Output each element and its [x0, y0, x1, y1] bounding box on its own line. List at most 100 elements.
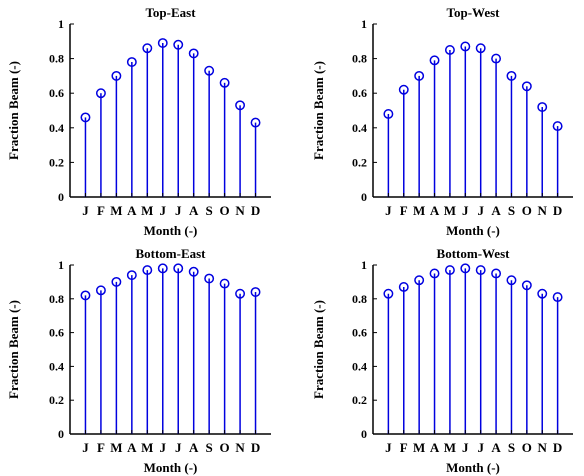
- panel-4-y-tick-label: 0.2: [352, 393, 367, 407]
- panel-3-y-tick-label: 0: [58, 427, 64, 441]
- panel-2-marker: [460, 41, 471, 52]
- panel-4-y-tick-label: 0.6: [352, 326, 367, 340]
- panel-4-marker: [414, 275, 425, 286]
- panel-2-marker: [475, 43, 486, 54]
- panel-3-marker: [204, 273, 215, 284]
- panel-2-x-tick-label: A: [430, 203, 440, 218]
- panel-2-y-label: Fraction Beam (-): [311, 61, 326, 160]
- panel-2-y-tick-label: 0.6: [352, 86, 367, 100]
- panel-3-x-tick-label: A: [189, 440, 199, 455]
- panel-4-x-tick-label: A: [430, 440, 440, 455]
- panel-1-y-label: Fraction Beam (-): [6, 61, 21, 160]
- panel-1-marker: [157, 38, 168, 48]
- panel-2-title: Top-West: [447, 5, 501, 20]
- panel-2-marker: [383, 109, 394, 119]
- panel-3-x-tick-label: O: [220, 440, 230, 455]
- panel-2-x-tick-label: F: [400, 203, 408, 218]
- panel-2-y-tick-label: 0: [361, 190, 367, 204]
- panel-1-marker: [250, 117, 261, 128]
- panel-2-x-tick-label: J: [385, 203, 392, 218]
- panel-2-marker: [398, 84, 409, 95]
- panel-2-marker: [414, 70, 425, 81]
- panel-3-marker: [95, 285, 106, 296]
- panel-1-marker: [204, 65, 215, 76]
- panel-3-x-label: Month (-): [144, 460, 198, 475]
- panel-4-x-tick-label: O: [522, 440, 532, 455]
- panel-3-y-tick-label: 1: [58, 258, 64, 272]
- panel-3-marker: [157, 263, 168, 274]
- panel-3-y-tick-label: 0.2: [49, 393, 64, 407]
- panel-2-y-tick-label: 0.4: [352, 121, 367, 135]
- panel-1-x-tick-label: M: [110, 203, 122, 218]
- panel-2-y-tick-label: 0.2: [352, 155, 367, 169]
- panel-4-y-tick-label: 1: [361, 258, 367, 272]
- panel-1-marker: [188, 48, 199, 59]
- panel-4-marker: [506, 275, 517, 286]
- panel-1-marker: [235, 100, 246, 111]
- panel-1-x-tick-label: J: [82, 203, 89, 218]
- panel-2-y-tick-label: 1: [361, 17, 367, 31]
- panel-3-y-tick-label: 0.4: [49, 359, 64, 373]
- panel-1-marker: [95, 88, 106, 99]
- panel-1-x-tick-label: A: [189, 203, 199, 218]
- panel-3-marker: [111, 276, 122, 287]
- panel-2-x-tick-label: M: [444, 203, 456, 218]
- panel-3-x-tick-label: J: [82, 440, 89, 455]
- panel-3-marker: [188, 266, 199, 277]
- panel-3-y-label: Fraction Beam (-): [6, 300, 21, 399]
- panel-4-x-tick-label: M: [413, 440, 425, 455]
- panel-3-marker: [219, 278, 230, 289]
- panel-4-marker: [429, 268, 440, 279]
- panel-1-marker: [142, 43, 153, 54]
- panel-1-marker: [219, 77, 230, 88]
- panel-1-y-tick-label: 0.8: [49, 52, 64, 66]
- panel-1-y-tick-label: 0.6: [49, 86, 64, 100]
- panel-3: 00.20.40.60.81J F M A M J J A S O N DBottom-EastMon…: [6, 246, 271, 475]
- panel-4-x-label: Month (-): [446, 460, 500, 475]
- panel-3-marker: [80, 290, 91, 301]
- panel-2-x-label: Month (-): [446, 223, 500, 238]
- panel-4-x-tick-label: S: [508, 440, 515, 455]
- panel-3-marker: [235, 288, 246, 299]
- panel-2-x-tick-label: S: [508, 203, 515, 218]
- panel-3-x-tick-label: M: [110, 440, 122, 455]
- panel-3-x-tick-label: S: [206, 440, 213, 455]
- panel-3-x-tick-label: F: [97, 440, 105, 455]
- panel-3-y-tick-label: 0.6: [49, 326, 64, 340]
- panel-1-x-tick-label: M: [141, 203, 153, 218]
- panel-2-marker: [491, 53, 502, 64]
- panel-1-marker: [80, 112, 91, 123]
- panel-4-x-tick-label: J: [385, 440, 392, 455]
- panel-1-x-label: Month (-): [144, 223, 198, 238]
- panel-3-marker: [173, 263, 184, 274]
- panel-2-x-tick-label: N: [538, 203, 548, 218]
- panel-4-x-tick-label: J: [477, 440, 484, 455]
- panel-2-x-tick-label: D: [553, 203, 562, 218]
- panel-2: 00.20.40.60.81J F M A M J J A S O N DTop-WestMonth …: [311, 5, 573, 238]
- panel-3-x-tick-label: M: [141, 440, 153, 455]
- panel-2-x-tick-label: J: [477, 203, 484, 218]
- panel-1-y-tick-label: 1: [58, 17, 64, 31]
- panel-1-x-tick-label: F: [97, 203, 105, 218]
- panel-4-marker: [552, 292, 563, 303]
- panel-3-marker: [142, 265, 153, 276]
- panel-2-marker: [429, 55, 440, 66]
- panel-2-marker: [552, 121, 563, 132]
- panel-4-y-label: Fraction Beam (-): [311, 300, 326, 399]
- panel-4-x-tick-label: D: [553, 440, 562, 455]
- panel-4-y-tick-label: 0.4: [352, 359, 367, 373]
- panel-4-marker: [491, 268, 502, 279]
- panel-3-title: Bottom-East: [135, 246, 206, 261]
- panel-4-x-tick-label: A: [491, 440, 501, 455]
- panel-2-marker: [521, 81, 532, 92]
- panel-1-marker: [173, 39, 184, 50]
- panel-1-title: Top-East: [145, 5, 196, 20]
- panel-4-marker: [444, 265, 455, 276]
- panel-2-x-tick-label: O: [522, 203, 532, 218]
- panel-2-x-tick-label: J: [462, 203, 469, 218]
- panel-3-marker: [250, 287, 261, 297]
- panel-4-x-tick-label: J: [462, 440, 469, 455]
- panel-2-x-tick-label: M: [413, 203, 425, 218]
- panel-3-marker: [126, 270, 137, 281]
